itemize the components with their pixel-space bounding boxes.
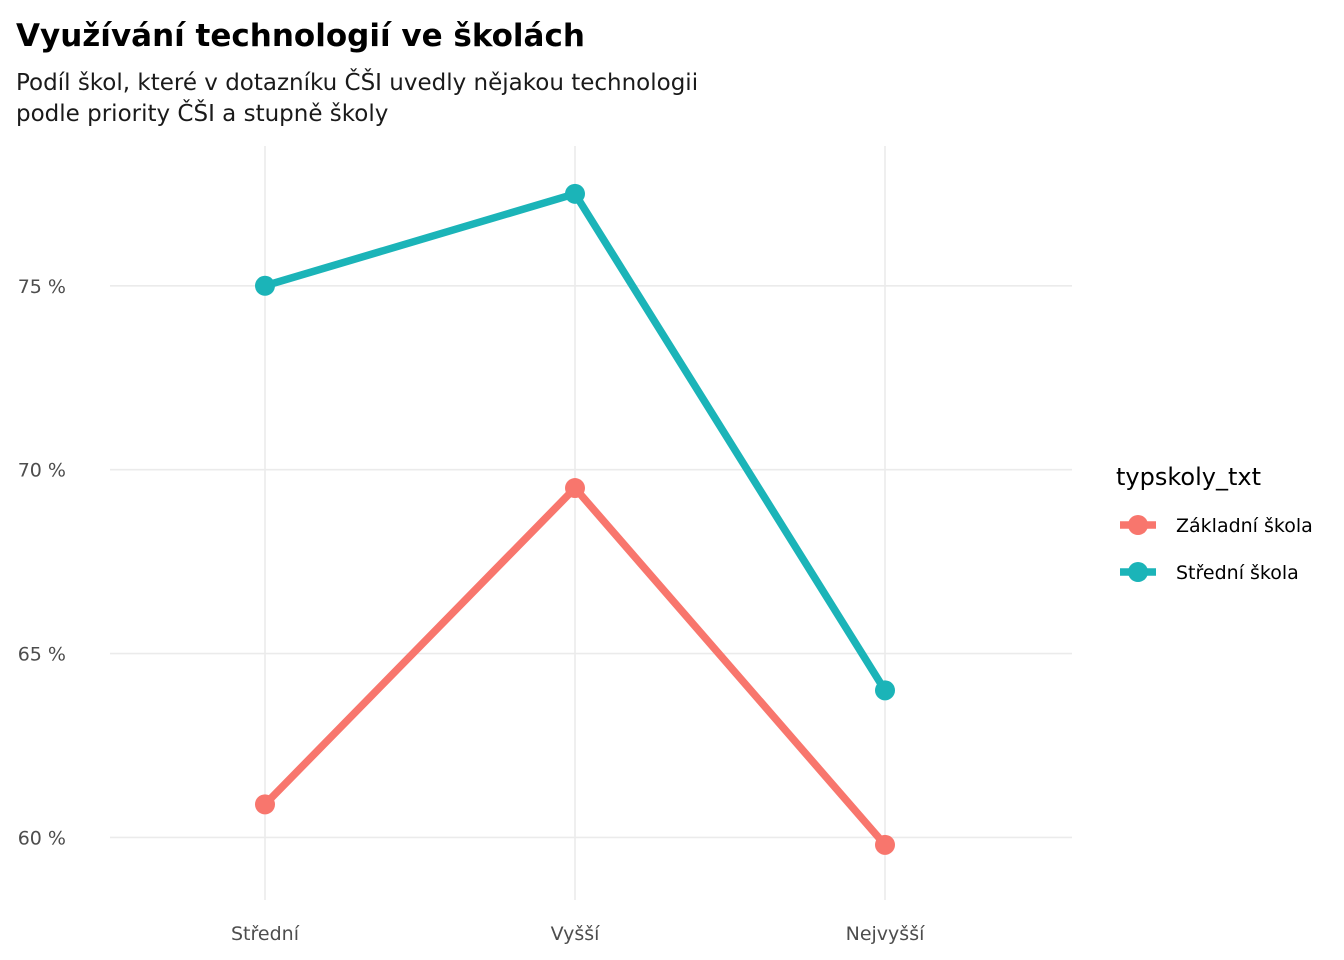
y-tick-label: 70 % [18, 460, 66, 482]
data-point [565, 183, 585, 204]
legend-key-point [1128, 562, 1148, 582]
chart-subtitle: Podíl škol, které v dotazníku ČŠI uvedly… [16, 68, 698, 130]
data-point [255, 794, 275, 815]
subtitle-line-2: podle priority ČŠI a stupně školy [16, 101, 389, 127]
legend-label: Střední škola [1176, 562, 1299, 584]
x-tick-label: Nejvyšší [846, 923, 925, 945]
data-point [565, 478, 585, 499]
y-tick-label: 60 % [18, 827, 66, 849]
x-tick-label: Vyšší [551, 923, 601, 945]
y-tick-label: 75 % [18, 276, 66, 298]
data-point [875, 680, 895, 701]
series-stredni-skola [255, 183, 895, 701]
y-axis: 60 % 65 % 70 % 75 % [18, 276, 66, 850]
y-tick-label: 65 % [18, 644, 66, 666]
x-axis: Střední Vyšší Nejvyšší [231, 923, 925, 945]
subtitle-line-1: Podíl škol, které v dotazníku ČŠI uvedly… [16, 70, 699, 96]
legend-label: Základní škola [1176, 515, 1313, 537]
grid-lines [110, 146, 1072, 900]
chart-title: Využívání technologií ve školách [16, 18, 585, 54]
legend-key-point [1128, 515, 1148, 535]
series-group [255, 183, 895, 855]
data-point [255, 275, 275, 296]
legend: typskoly_txt Základní škola Střední škola [1116, 463, 1313, 584]
data-point [875, 834, 895, 855]
legend-key [1120, 515, 1156, 535]
legend-key [1120, 562, 1156, 582]
series-zakladni-skola [255, 478, 895, 855]
x-tick-label: Střední [231, 923, 300, 945]
legend-title: typskoly_txt [1116, 463, 1261, 491]
